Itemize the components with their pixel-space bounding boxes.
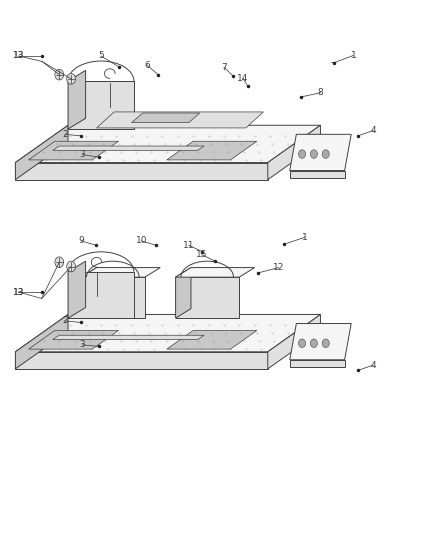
Circle shape xyxy=(67,74,75,84)
Polygon shape xyxy=(53,335,204,340)
Circle shape xyxy=(55,257,64,268)
Polygon shape xyxy=(68,81,134,129)
Circle shape xyxy=(321,339,328,348)
Polygon shape xyxy=(96,112,263,128)
Polygon shape xyxy=(15,314,320,352)
Text: 13: 13 xyxy=(13,288,24,296)
Circle shape xyxy=(321,150,328,158)
Circle shape xyxy=(298,150,305,158)
Polygon shape xyxy=(175,277,239,318)
Circle shape xyxy=(310,339,317,348)
Circle shape xyxy=(298,339,305,348)
Text: 15: 15 xyxy=(196,251,207,259)
Polygon shape xyxy=(175,268,191,318)
Polygon shape xyxy=(15,352,267,369)
Polygon shape xyxy=(267,314,320,369)
Text: 1: 1 xyxy=(301,233,307,241)
Polygon shape xyxy=(131,113,199,123)
Text: 8: 8 xyxy=(317,88,323,97)
Text: 13: 13 xyxy=(13,288,24,296)
Text: 7: 7 xyxy=(220,63,226,71)
Text: 4: 4 xyxy=(370,126,375,135)
Text: 2: 2 xyxy=(62,130,67,139)
Polygon shape xyxy=(289,324,350,360)
Text: 5: 5 xyxy=(98,52,104,60)
Polygon shape xyxy=(289,134,350,171)
Text: 3: 3 xyxy=(79,150,85,159)
Polygon shape xyxy=(53,146,204,150)
Text: 10: 10 xyxy=(135,237,147,245)
Polygon shape xyxy=(267,125,320,180)
Text: 6: 6 xyxy=(144,61,150,69)
Polygon shape xyxy=(68,272,134,318)
Polygon shape xyxy=(166,141,256,160)
Text: 9: 9 xyxy=(78,237,84,245)
Text: 13: 13 xyxy=(13,52,24,60)
Polygon shape xyxy=(15,125,320,163)
Circle shape xyxy=(310,150,317,158)
Polygon shape xyxy=(81,268,160,277)
Polygon shape xyxy=(289,360,344,367)
Text: 1: 1 xyxy=(350,51,356,60)
Text: 14: 14 xyxy=(237,74,248,83)
Polygon shape xyxy=(166,330,256,349)
Text: 3: 3 xyxy=(79,341,85,349)
Text: 11: 11 xyxy=(183,241,194,249)
Polygon shape xyxy=(175,268,254,277)
Text: 4: 4 xyxy=(370,361,375,369)
Circle shape xyxy=(67,261,75,272)
Polygon shape xyxy=(28,141,118,160)
Text: 2: 2 xyxy=(62,317,67,325)
Polygon shape xyxy=(289,171,344,178)
Circle shape xyxy=(55,69,64,80)
Polygon shape xyxy=(68,261,85,318)
Polygon shape xyxy=(28,330,118,349)
Polygon shape xyxy=(81,268,96,318)
Text: 13: 13 xyxy=(13,52,24,60)
Polygon shape xyxy=(68,70,85,129)
Polygon shape xyxy=(15,125,68,180)
Text: 12: 12 xyxy=(272,263,284,272)
Polygon shape xyxy=(15,314,68,369)
Polygon shape xyxy=(15,163,267,180)
Polygon shape xyxy=(81,277,145,318)
